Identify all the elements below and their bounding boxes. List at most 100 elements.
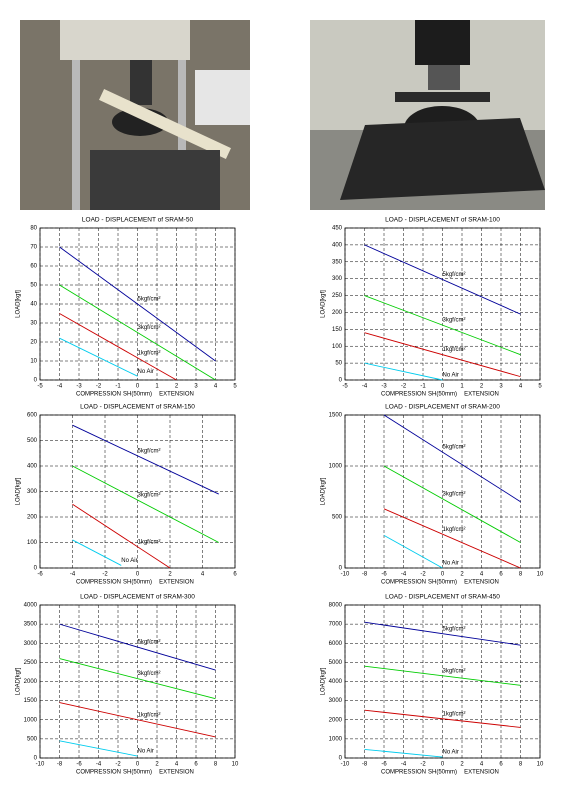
x-tick-label: -10	[341, 762, 350, 768]
x-tick-label: -2	[401, 384, 407, 390]
y-axis-label: LOAD[kgf]	[321, 477, 327, 505]
y-tick-label: 40	[30, 302, 37, 308]
x-tick-label: 4	[214, 384, 218, 390]
y-tick-label: 350	[332, 259, 343, 265]
y-tick-label: 400	[27, 464, 38, 470]
y-tick-label: 60	[30, 264, 37, 270]
x-axis-label: SH(50mm)	[428, 580, 457, 586]
x-axis-label-left: COMPRESSION	[76, 770, 121, 776]
series-line	[364, 295, 521, 356]
series-label: No Air	[443, 373, 459, 379]
series-label: 5kgf/cm²	[443, 626, 466, 632]
x-tick-label: 2	[155, 762, 159, 768]
y-axis-label: LOAD[kgf]	[16, 290, 22, 318]
x-axis-label: SH(50mm)	[123, 392, 152, 398]
series-line	[364, 709, 521, 728]
series-line	[383, 414, 521, 503]
y-tick-label: 500	[27, 438, 38, 444]
series-label: 3kgf/cm²	[443, 668, 466, 674]
series-label: No Air	[443, 561, 459, 567]
x-axis-label: SH(50mm)	[123, 770, 152, 776]
series-line	[59, 284, 216, 381]
x-axis-label: SH(50mm)	[428, 770, 457, 776]
y-tick-label: 2000	[329, 717, 343, 723]
x-tick-label: 5	[538, 384, 542, 390]
x-tick-label: -8	[57, 762, 63, 768]
y-tick-label: 300	[332, 276, 343, 282]
chart-title: LOAD - DISPLACEMENT of SRAM-50	[82, 217, 194, 224]
y-tick-label: 0	[34, 756, 38, 762]
series-label: No Air	[138, 369, 154, 375]
x-tick-label: -1	[115, 384, 121, 390]
x-axis-label-right: EXTENSION	[159, 580, 194, 586]
series-line	[59, 337, 138, 377]
y-tick-label: 100	[332, 344, 343, 350]
y-tick-label: 1000	[329, 464, 343, 470]
x-tick-label: 4	[480, 762, 484, 768]
series-line	[59, 740, 138, 757]
y-tick-label: 80	[30, 226, 37, 232]
x-axis-label-right: EXTENSION	[464, 580, 499, 586]
y-tick-label: 4000	[329, 679, 343, 685]
y-tick-label: 1500	[24, 698, 38, 704]
y-tick-label: 70	[30, 245, 37, 251]
series-label: 3kgf/cm²	[443, 318, 466, 324]
x-tick-label: -6	[381, 572, 387, 578]
x-tick-label: -4	[70, 572, 76, 578]
x-tick-label: 8	[519, 762, 523, 768]
x-tick-label: -4	[362, 384, 368, 390]
x-tick-label: -10	[341, 572, 350, 578]
y-tick-label: 250	[332, 293, 343, 299]
x-tick-label: -3	[381, 384, 387, 390]
y-tick-label: 7000	[329, 622, 343, 628]
x-tick-label: -6	[381, 762, 387, 768]
y-tick-label: 50	[30, 283, 37, 289]
x-tick-label: -2	[102, 572, 108, 578]
chart-title: LOAD - DISPLACEMENT of SRAM-150	[80, 404, 195, 411]
x-axis-label-left: COMPRESSION	[76, 392, 121, 398]
x-tick-label: -2	[420, 572, 426, 578]
y-tick-label: 6000	[329, 641, 343, 647]
x-tick-label: 0	[136, 572, 140, 578]
x-tick-label: 4	[175, 762, 179, 768]
y-tick-label: 0	[34, 378, 38, 384]
series-line	[383, 465, 521, 543]
x-tick-label: 4	[480, 572, 484, 578]
series-line	[364, 362, 443, 381]
y-tick-label: 500	[27, 736, 38, 742]
y-tick-label: 150	[332, 327, 343, 333]
chart-title: LOAD - DISPLACEMENT of SRAM-300	[80, 594, 195, 601]
series-label: 3kgf/cm²	[138, 493, 161, 499]
x-axis-label-left: COMPRESSION	[381, 770, 426, 776]
x-tick-label: -4	[96, 762, 102, 768]
series-line	[59, 313, 177, 381]
x-tick-label: -8	[362, 572, 368, 578]
y-tick-label: 50	[335, 361, 342, 367]
series-label: 5kgf/cm²	[138, 448, 161, 454]
x-tick-label: -4	[401, 572, 407, 578]
x-tick-label: -6	[76, 762, 82, 768]
x-tick-label: 5	[233, 384, 237, 390]
x-tick-label: -2	[115, 762, 121, 768]
x-tick-label: -10	[36, 762, 45, 768]
x-tick-label: 2	[168, 572, 172, 578]
y-tick-label: 0	[339, 378, 343, 384]
y-tick-label: 2500	[24, 660, 38, 666]
series-label: 5kgf/cm²	[138, 640, 161, 646]
series-line	[72, 503, 171, 569]
series-line	[383, 508, 521, 569]
series-label: 3kgf/cm²	[443, 491, 466, 497]
chart-title: LOAD - DISPLACEMENT of SRAM-100	[385, 217, 500, 224]
x-tick-label: 1	[155, 384, 159, 390]
x-axis-label-left: COMPRESSION	[381, 580, 426, 586]
x-tick-label: -2	[420, 762, 426, 768]
y-tick-label: 200	[27, 515, 38, 521]
x-axis-label-left: COMPRESSION	[76, 580, 121, 586]
series-line	[364, 748, 443, 758]
x-axis-label-right: EXTENSION	[464, 392, 499, 398]
series-line	[364, 621, 521, 646]
series-line	[72, 539, 122, 566]
x-tick-label: 0	[136, 384, 140, 390]
x-tick-label: 2	[460, 762, 464, 768]
